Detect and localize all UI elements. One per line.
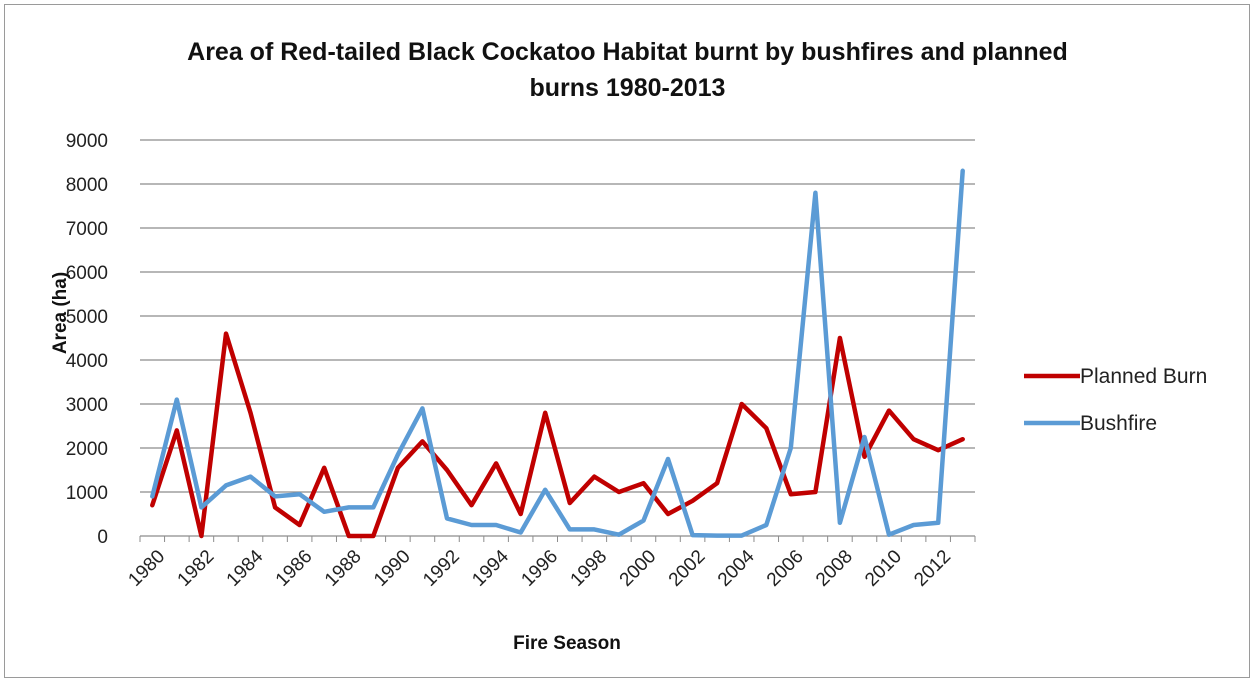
legend-label: Bushfire — [1080, 412, 1157, 435]
y-tick-label: 6000 — [66, 263, 108, 284]
x-tick-label: 2002 — [665, 546, 710, 591]
x-tick-label: 2008 — [812, 546, 857, 591]
x-tick-label: 1992 — [419, 546, 464, 591]
x-tick-label: 1986 — [272, 546, 317, 591]
x-axis-title: Fire Season — [513, 633, 621, 654]
x-tick-label: 2004 — [714, 546, 759, 591]
y-tick-label: 5000 — [66, 307, 108, 328]
series-line-bushfire — [150, 168, 965, 538]
series-line-planned-burn — [150, 331, 965, 539]
x-tick-label: 1980 — [124, 546, 169, 591]
grid-lines — [140, 139, 975, 493]
legend: Planned Burn Bushfire — [1024, 365, 1207, 435]
x-tick-label: 1982 — [174, 546, 219, 591]
y-axis-title: Area (ha) — [50, 272, 71, 354]
x-tick-label: 1996 — [517, 546, 562, 591]
x-tick-label: 2010 — [861, 546, 906, 591]
y-tick-label: 9000 — [66, 131, 108, 152]
chart-title-line-2: burns 1980-2013 — [529, 74, 726, 102]
y-tick-label: 4000 — [66, 351, 108, 372]
x-tick-label: 1988 — [321, 546, 366, 591]
axes — [139, 535, 976, 542]
y-tick-label: 3000 — [66, 395, 108, 416]
x-tick-label: 1998 — [567, 546, 612, 591]
legend-label: Planned Burn — [1080, 365, 1207, 388]
x-tick-label: 1994 — [468, 546, 513, 591]
x-tick-label: 2000 — [616, 546, 661, 591]
series-lines — [150, 168, 965, 539]
y-tick-label: 7000 — [66, 219, 108, 240]
y-tick-label: 8000 — [66, 175, 108, 196]
chart-title-line-1: Area of Red-tailed Black Cockatoo Habita… — [187, 38, 1068, 66]
x-tick-labels: 1980 1982 1984 1986 1988 1990 1992 1994 1996 1998… — [124, 546, 955, 591]
y-tick-label: 2000 — [66, 439, 108, 460]
x-tick-label: 1984 — [223, 546, 268, 591]
x-tick-label: 2012 — [910, 546, 955, 591]
y-tick-label: 1000 — [66, 483, 108, 504]
y-tick-label: 0 — [97, 527, 108, 548]
x-tick-label: 1990 — [370, 546, 415, 591]
y-tick-labels: 0 1000 2000 3000 4000 5000 6000 7000 8000 9000 — [66, 131, 108, 548]
x-tick-label: 2006 — [763, 546, 808, 591]
chart-frame — [4, 4, 1250, 678]
